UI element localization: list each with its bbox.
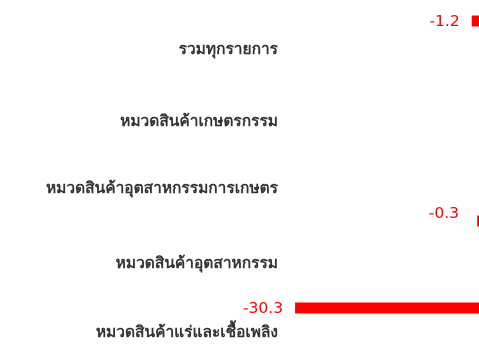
category-label: หมวดสินค้าแร่และเชื้อเพลิง — [96, 320, 278, 341]
value-label: -1.2 — [429, 12, 459, 30]
value-label: -30.3 — [243, 299, 283, 317]
value-labels-group: -1.2 -0.3 -30.3 — [243, 12, 460, 317]
bars-group — [295, 15, 479, 314]
bar — [295, 302, 479, 314]
category-label: หมวดสินค้าเกษตรกรรม — [120, 112, 278, 130]
bar — [471, 15, 479, 27]
category-label: หมวดสินค้าอุตสาหกรรมการเกษตร — [46, 179, 279, 198]
category-label: หมวดสินค้าอุตสาหกรรม — [116, 254, 278, 273]
bar — [477, 215, 479, 227]
value-label: -0.3 — [429, 204, 459, 222]
category-label: รวมทุกรายการ — [179, 40, 279, 59]
category-labels-group: รวมทุกรายการหมวดสินค้าเกษตรกรรมหมวดสินค้… — [46, 40, 279, 341]
